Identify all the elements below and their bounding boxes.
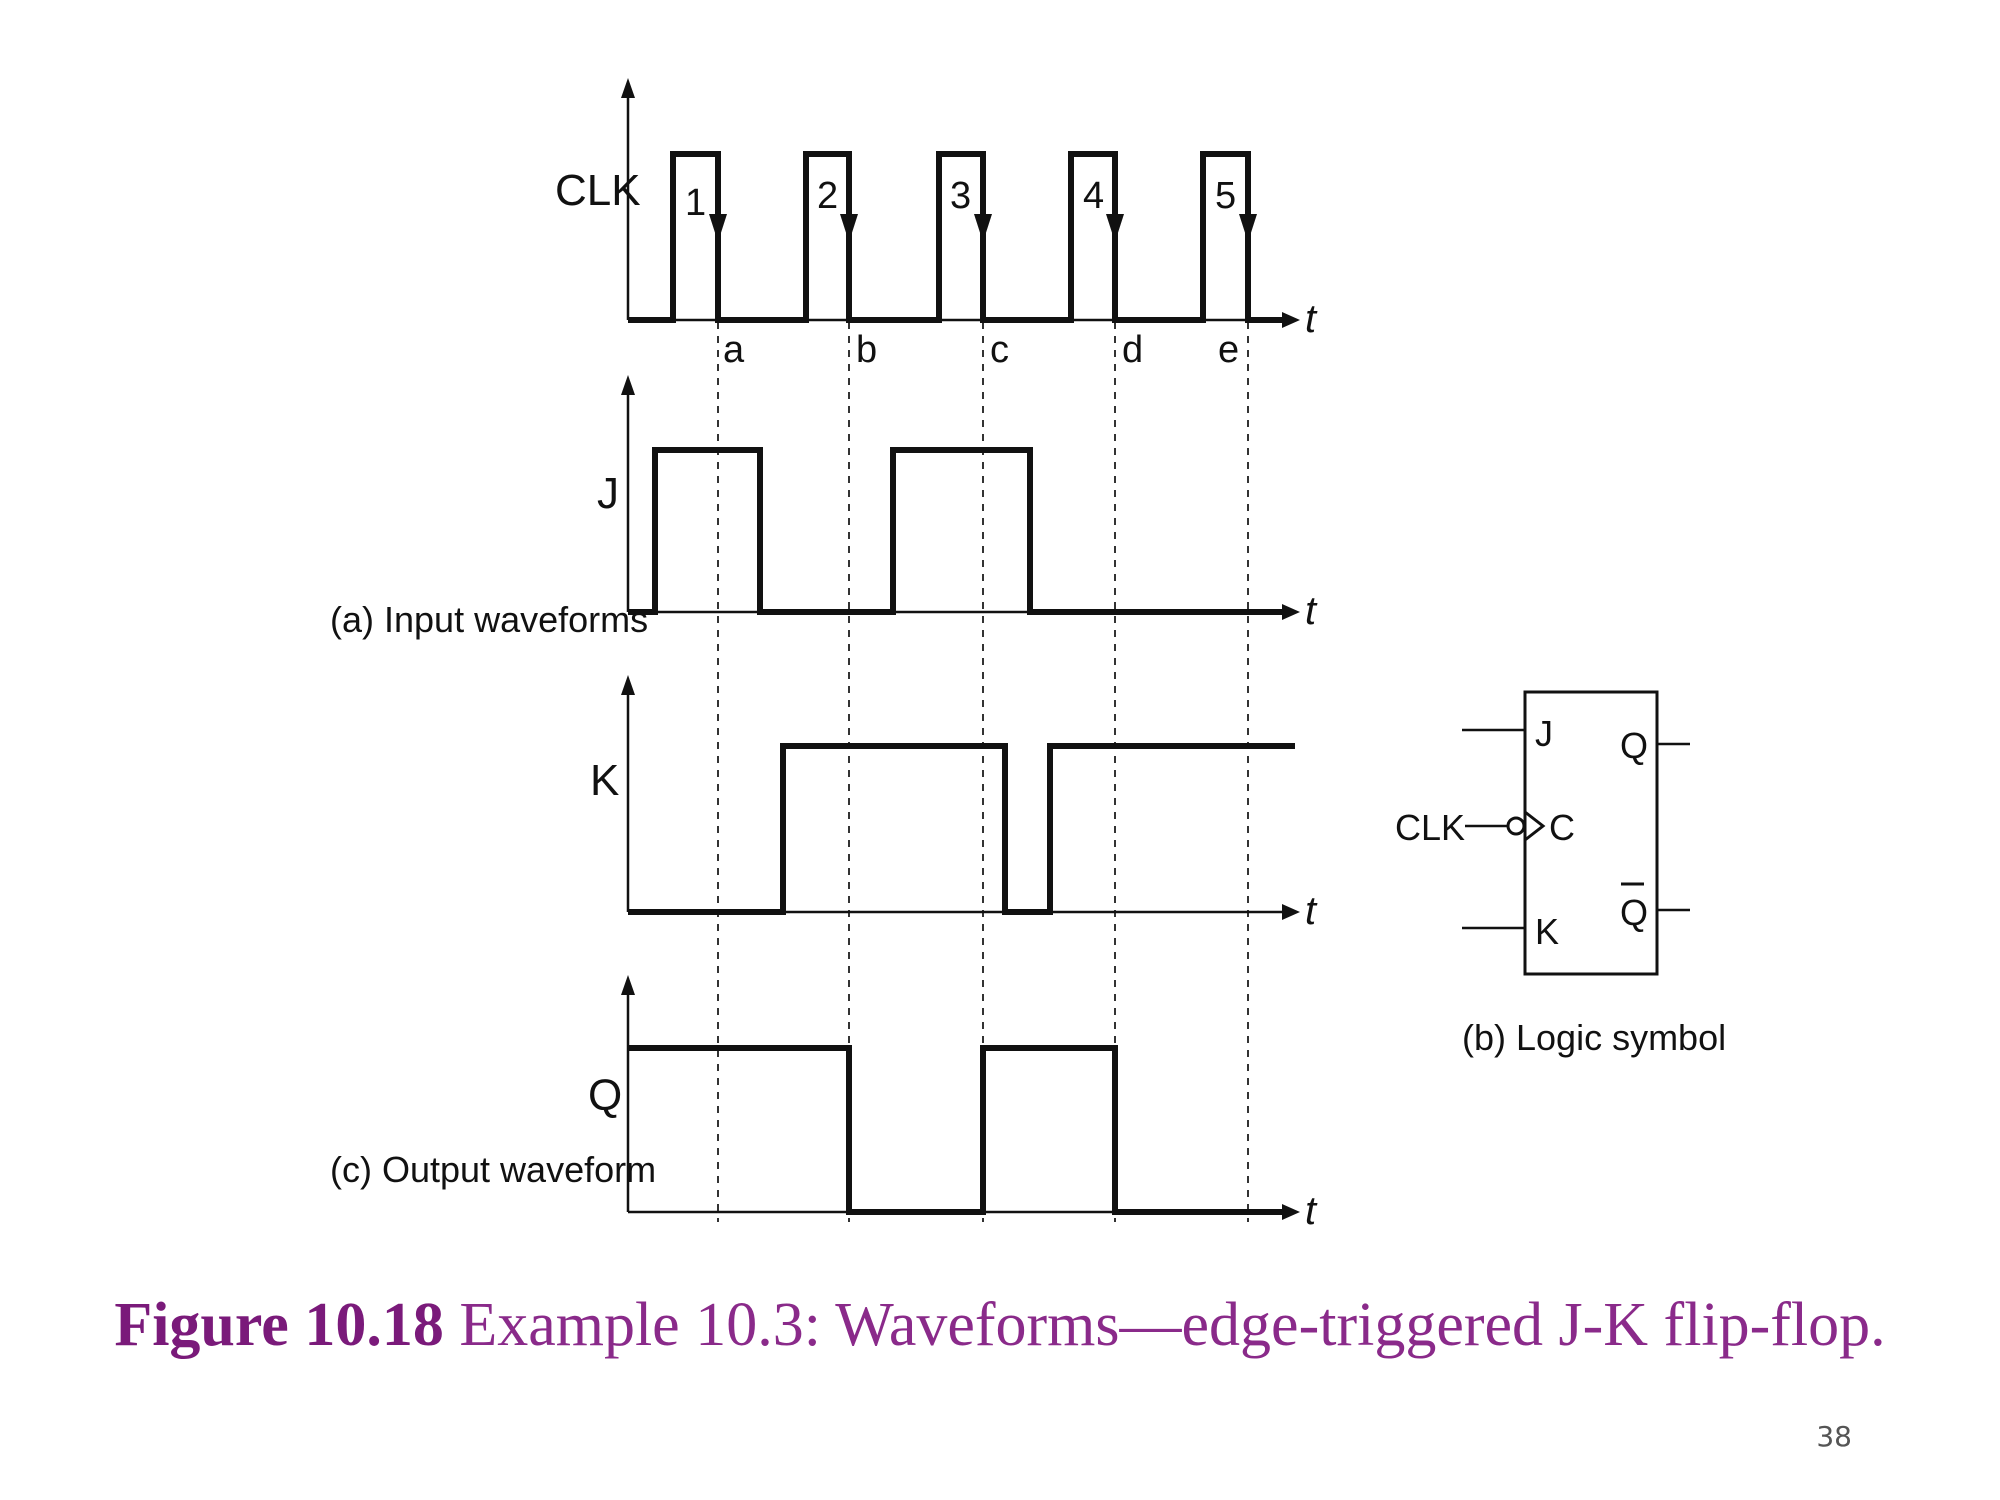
jk-logic-symbol: J C K Q Q CLK (b) Logic symbol xyxy=(1395,690,1726,1058)
clk-label: CLK xyxy=(555,166,641,215)
clk-row: CLK 1 2 3 4 5 a b c d e t xyxy=(555,78,1318,371)
k-x-arrow xyxy=(1282,904,1300,920)
q-label: Q xyxy=(588,1071,622,1120)
j-x-arrow xyxy=(1282,604,1300,620)
edge-label-c: c xyxy=(990,329,1009,371)
symbol-c-label: C xyxy=(1549,807,1575,848)
symbol-qbar-label: Q xyxy=(1620,892,1648,933)
clk-edge-arrow-3 xyxy=(974,214,992,242)
clock-triangle-icon xyxy=(1524,810,1546,842)
clock-pulse-4: 4 xyxy=(1083,175,1104,217)
clk-x-arrow xyxy=(1282,312,1300,328)
flip-flop-box xyxy=(1523,690,1659,976)
figure-caption-text: Example 10.3: Waveforms—edge-triggered J… xyxy=(459,1291,1886,1359)
clk-y-arrow xyxy=(621,78,635,98)
edge-label-d: d xyxy=(1122,329,1143,371)
k-label: K xyxy=(590,756,619,805)
k-t-label: t xyxy=(1305,889,1318,933)
clock-pulse-1: 1 xyxy=(685,182,706,224)
clk-edge-arrow-5 xyxy=(1239,214,1257,242)
q-t-label: t xyxy=(1305,1189,1318,1233)
j-t-label: t xyxy=(1305,589,1318,633)
k-waveform xyxy=(628,743,1295,915)
q-x-arrow xyxy=(1282,1204,1300,1220)
output-waveform-label: (c) Output waveform xyxy=(330,1149,656,1190)
k-row: K t xyxy=(590,675,1318,933)
q-waveform xyxy=(628,1045,1285,1215)
j-y-arrow xyxy=(621,375,635,395)
symbol-clk-label: CLK xyxy=(1395,807,1465,848)
symbol-j-label: J xyxy=(1535,713,1553,754)
clock-pulse-2: 2 xyxy=(817,175,838,217)
figure-number: Figure 10.18 xyxy=(114,1291,444,1359)
symbol-k-label: K xyxy=(1535,911,1559,952)
clk-edge-arrow-2 xyxy=(840,214,858,242)
q-row: Q t xyxy=(588,975,1318,1233)
symbol-q-label: Q xyxy=(1620,725,1648,766)
q-y-arrow xyxy=(621,975,635,995)
figure-caption: Figure 10.18 Example 10.3: Waveforms—edg… xyxy=(0,1290,2000,1361)
j-label: J xyxy=(597,469,619,518)
clk-edge-arrow-1 xyxy=(709,214,727,242)
clk-t-label: t xyxy=(1305,297,1318,341)
clk-edge-arrow-4 xyxy=(1106,214,1124,242)
clock-pulse-5: 5 xyxy=(1215,175,1236,217)
j-row: J t xyxy=(597,375,1318,633)
edge-label-b: b xyxy=(856,329,877,371)
edge-guides xyxy=(717,322,1249,1222)
j-waveform xyxy=(628,447,1285,615)
edge-label-e: e xyxy=(1218,329,1239,371)
clk-inversion-bubble xyxy=(1506,816,1526,836)
edge-label-a: a xyxy=(723,329,745,371)
logic-symbol-label: (b) Logic symbol xyxy=(1462,1017,1726,1058)
page-number: 38 xyxy=(1816,1420,1852,1453)
input-waveforms-label: (a) Input waveforms xyxy=(330,599,648,640)
k-y-arrow xyxy=(621,675,635,695)
clock-pulse-3: 3 xyxy=(950,175,971,217)
